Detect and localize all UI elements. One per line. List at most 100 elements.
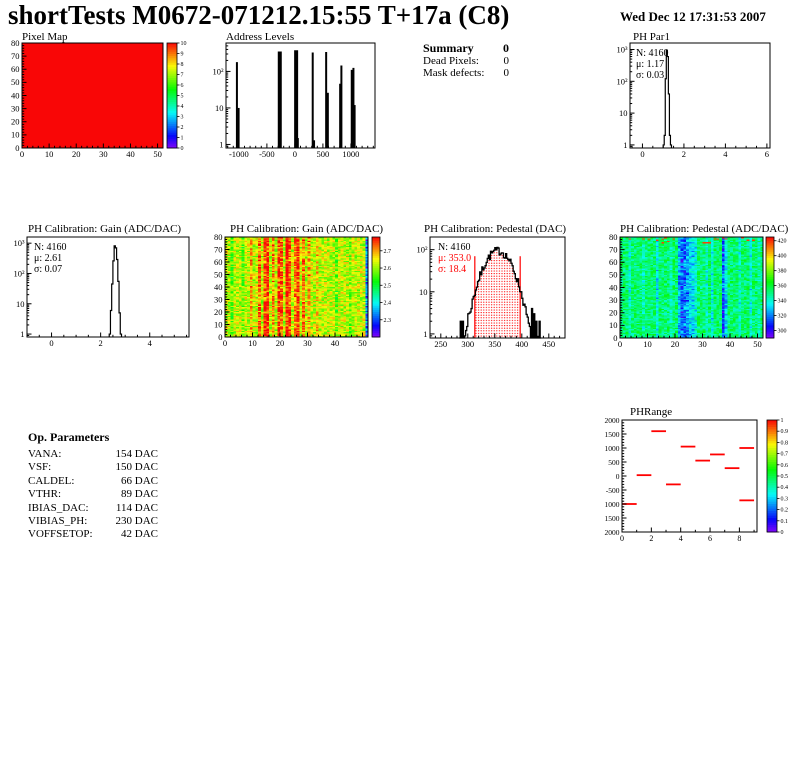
colorbar-slice [766,310,774,314]
colorbar-slice [372,257,380,261]
y-tick-label: 1500 [605,514,620,523]
ph-par1-chart: PH Par1 0 2 4 6 1 10 10² 10³ N: 4160 μ: 1.17 σ: 0.0… [600,30,796,165]
gain-map-chart: PH Calibration: Gain (ADC/DAC) 0 10 20 30 40 5… [200,218,400,355]
colorbar-slice [372,264,380,267]
colorbar-slice [167,104,177,107]
y-tick-label: 20 [214,307,223,317]
colorbar-slice [372,297,380,300]
y-tick-label: 40 [11,90,20,100]
colorbar-slice [372,249,380,253]
chart-title: Address Levels [226,31,294,43]
colorbar-slice [167,99,177,103]
y-tick-label: 2000 [605,416,620,425]
colorbar-slice [766,281,774,284]
colorbar-label: 2.4 [384,301,392,307]
x-tick-label: 50 [753,339,762,349]
colorbar-slice [767,427,777,430]
x-tick-label: 500 [317,149,330,159]
chart-title: Pixel Map [22,31,68,43]
colorbar-slice [167,73,177,77]
y-tick-label: 10 [215,103,224,113]
colorbar-slice [167,80,177,83]
colorbar-slice [766,289,774,293]
colorbar-slice [372,299,380,303]
y-tick-label: 10³ [616,44,628,54]
colorbar-slice [767,508,777,512]
summary-value: 0 [503,41,509,55]
colorbar-label: 0 [181,146,184,152]
colorbar-slice [766,302,774,305]
colorbar-slice [766,274,774,278]
summary-title: Summary [423,41,474,55]
colorbar-slice [767,478,777,482]
x-tick-label: 20 [276,338,285,348]
x-tick-label: 40 [126,149,135,159]
y-tick-label: 10 [619,108,628,118]
colorbar-slice [372,330,380,334]
colorbar-label: 2.7 [384,249,392,255]
y-tick-label: 0 [616,472,620,481]
colorbar-slice [372,295,380,298]
colorbar-slice [167,51,177,55]
colorbar-slice [167,67,177,70]
colorbar-slice [767,466,777,470]
x-tick-label: 0 [293,149,297,159]
chart-frame [224,236,369,338]
colorbar-slice [766,285,774,288]
colorbar-slice [767,476,777,479]
y-tick-label: 60 [11,64,20,74]
pedestal-histogram-chart: PH Calibration: Pedestal (DAC) 250 300 350 4… [410,218,600,355]
y-tick-label: 30 [11,103,20,113]
colorbar-slice [372,270,380,273]
colorbar-slice [766,291,774,295]
colorbar-slice [767,422,777,426]
colorbar-slice [167,113,177,116]
x-tick-label: 0 [620,534,624,543]
x-tick-label: 0 [20,149,24,159]
op-param-value: 114 DAC [115,501,158,514]
colorbar-slice [167,115,177,118]
x-tick-label: 0 [223,338,227,348]
colorbar-label: 5 [181,94,184,100]
chart-frame [619,236,764,339]
x-tick-label: 4 [679,534,683,543]
colorbar-slice [767,420,777,423]
op-parameter-row: VANA: 154 DAC [28,448,158,461]
colorbar-slice [767,485,777,489]
y-tick-label: 1 [623,140,627,150]
colorbar-slice [372,282,380,286]
y-tick-label: 1000 [605,500,620,509]
colorbar-slice [167,121,177,125]
y-tick-label: 70 [214,244,223,254]
x-tick-label: 0 [640,149,644,159]
summary-row-label: Mask defects: [423,66,485,79]
colorbar-slice [767,452,777,456]
colorbar-slice [766,279,774,282]
y-tick-label: 40 [609,282,618,292]
x-tick-label: 350 [488,339,501,349]
colorbar-frame [371,236,381,338]
histogram-outline [662,49,673,149]
pedestal-map-svg: PH Calibration: Pedestal (ADC/DAC)0 10 20 3… [609,223,789,349]
colorbar-slice [167,82,177,86]
stat-line-1: μ: 353.0 [438,253,471,264]
colorbar-slice [167,71,177,75]
colorbar-slice [372,301,380,305]
colorbar-slice [767,445,777,449]
colorbar-slice [167,106,177,110]
colorbar-slice [372,266,380,269]
colorbar-slice [167,93,177,96]
colorbar-label: 7 [181,73,184,79]
y-tick-label: 0 [15,143,19,153]
colorbar-slice [767,513,777,517]
colorbar-label: 1 [781,418,784,424]
pixel-map-heatmap-cells [22,43,163,148]
histogram-outline [459,246,542,339]
gain-map-heatmap-cells [225,237,368,337]
pixel-map-chart: Pixel Map 0 10 20 30 40 50 0 10 20 30 40 50 60 70 80 10 9… [0,30,200,165]
x-tick-label: 400 [515,339,528,349]
histogram-outline [108,245,123,338]
colorbar-label: 420 [778,239,787,245]
x-tick-label: 40 [331,338,340,348]
report-datetime: Wed Dec 12 17:31:53 2007 [620,9,766,24]
